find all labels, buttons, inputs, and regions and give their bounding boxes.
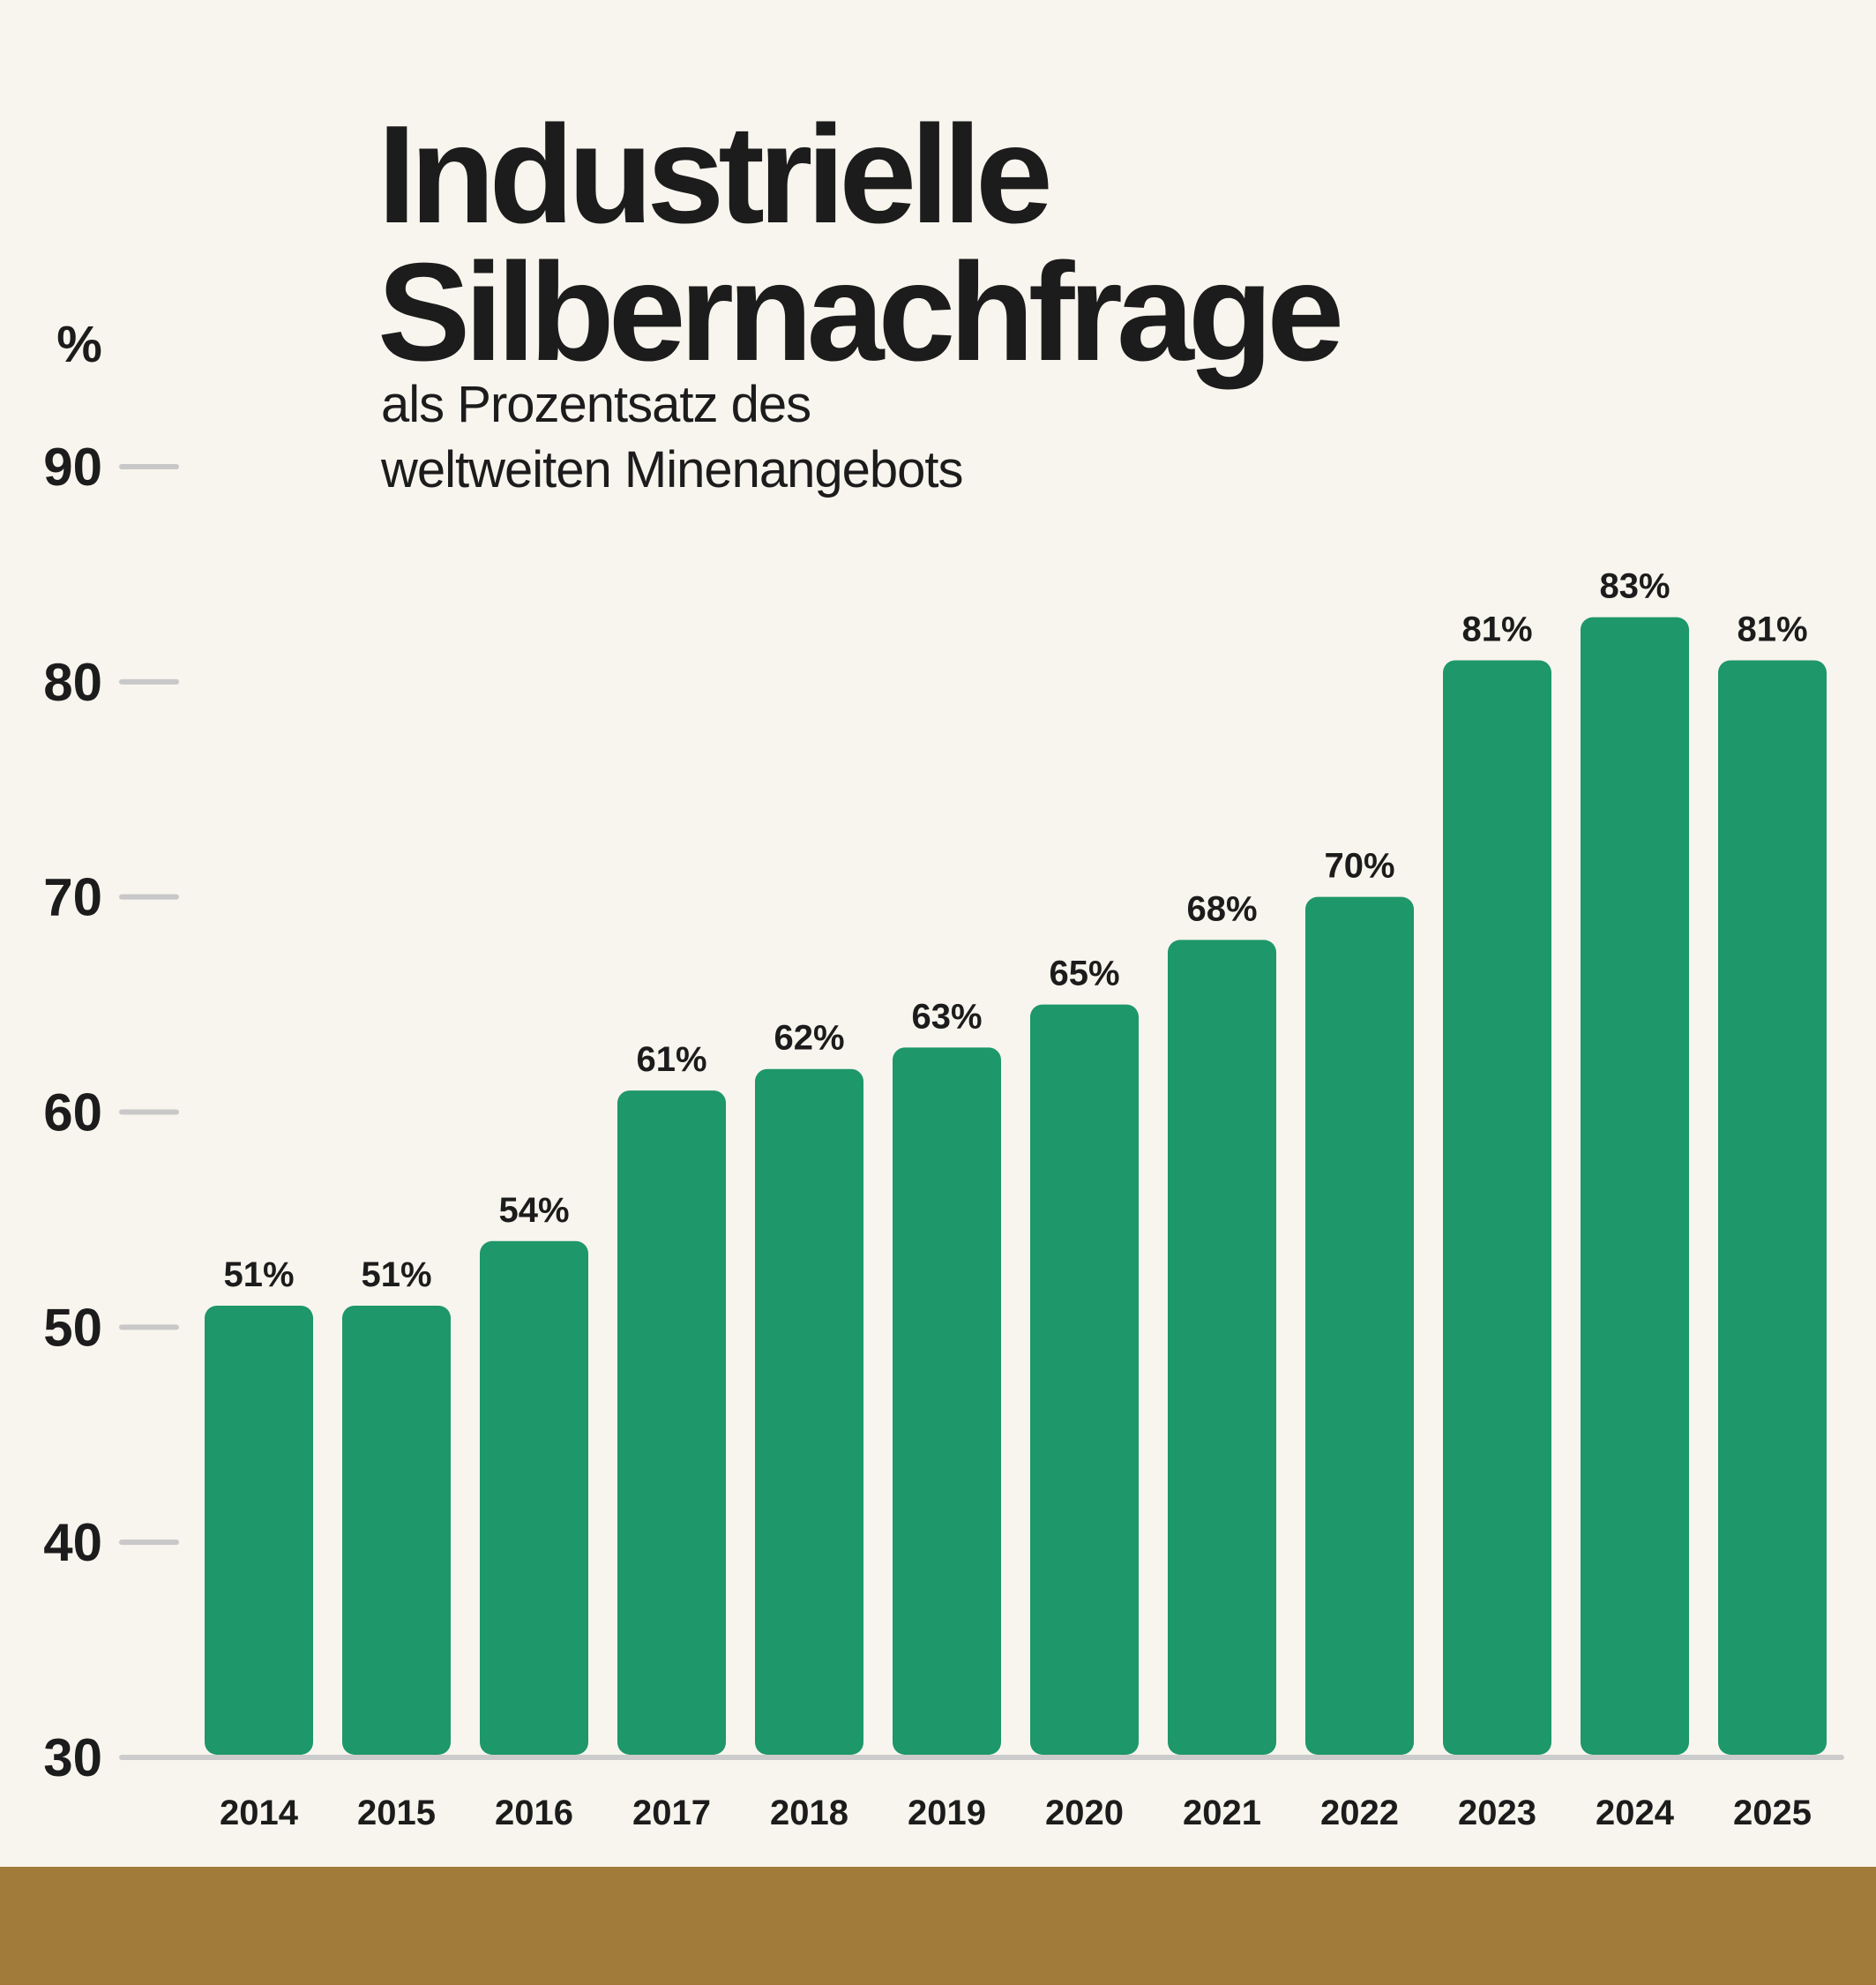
chart-title-line-1: Industrielle	[377, 97, 1049, 252]
y-tick-label: 40	[43, 1513, 102, 1572]
y-axis-unit-label: %	[56, 316, 102, 373]
y-tick-label: 80	[43, 653, 102, 712]
x-tick-label: 2015	[357, 1794, 436, 1832]
x-tick-label: 2020	[1045, 1794, 1124, 1832]
bar-value-label: 81%	[1737, 610, 1807, 648]
bar	[1581, 617, 1689, 1755]
y-tick-label: 70	[43, 868, 102, 927]
x-tick-label: 2025	[1733, 1794, 1812, 1832]
x-tick-label: 2018	[770, 1794, 848, 1832]
x-tick-label: 2023	[1458, 1794, 1536, 1832]
bar-value-label: 51%	[361, 1255, 431, 1294]
bar-value-label: 62%	[774, 1019, 844, 1058]
bar	[1305, 896, 1414, 1755]
bar	[342, 1305, 451, 1755]
y-tick-label: 50	[43, 1298, 102, 1357]
x-tick-label: 2022	[1320, 1794, 1399, 1832]
y-tick-label: 90	[43, 438, 102, 497]
bar-value-label: 70%	[1324, 847, 1394, 886]
bar	[1718, 660, 1827, 1756]
bar	[480, 1240, 588, 1755]
x-tick-label: 2014	[220, 1794, 299, 1832]
bar-value-label: 63%	[911, 997, 982, 1036]
footer-band	[0, 1867, 1876, 1985]
bar-value-label: 54%	[498, 1191, 569, 1230]
chart-subtitle-line-2: weltweiten Minenangebots	[380, 441, 963, 498]
bar-value-label: 83%	[1599, 567, 1670, 606]
bar	[755, 1068, 863, 1755]
y-tick-label: 30	[43, 1728, 102, 1787]
y-tick-label: 60	[43, 1083, 102, 1142]
chart-subtitle-line-1: als Prozentsatz des	[381, 376, 811, 433]
bar	[1168, 940, 1276, 1755]
bar	[617, 1090, 726, 1755]
x-tick-label: 2019	[908, 1794, 986, 1832]
bar	[205, 1305, 313, 1755]
bar	[893, 1047, 1001, 1755]
bar	[1443, 660, 1551, 1756]
x-tick-label: 2016	[495, 1794, 573, 1832]
chart-title-line-2: Silbernachfrage	[377, 235, 1340, 390]
bar-value-label: 61%	[636, 1040, 706, 1079]
bar-series: 51% 51% 54% 61% 62% 63% 65% 68% 70% 81% 83% 81%	[205, 567, 1827, 1756]
bar-value-label: 65%	[1049, 955, 1119, 993]
x-tick-label: 2017	[632, 1794, 711, 1832]
x-tick-label: 2021	[1183, 1794, 1261, 1832]
y-axis: 30 40 50 60 70 80 90	[43, 438, 179, 1787]
x-axis: 2014 2015 2016 2017 2018 2019 2020 2021 2022 2023…	[119, 1755, 1844, 1832]
bar-value-label: 51%	[223, 1255, 294, 1294]
bar-value-label: 68%	[1186, 889, 1257, 928]
bar	[1030, 1004, 1139, 1755]
x-tick-label: 2024	[1596, 1794, 1675, 1832]
bar-value-label: 81%	[1461, 610, 1532, 648]
